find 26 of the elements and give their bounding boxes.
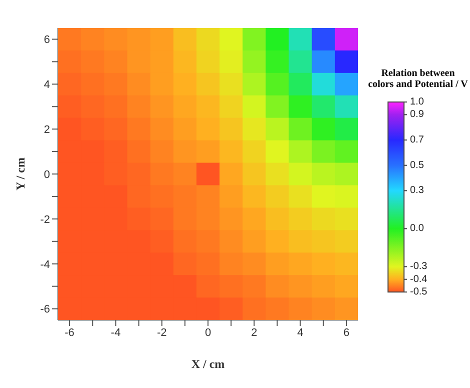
x-axis-title: X / cm [191, 357, 225, 371]
x-tick-label: -6 [64, 326, 74, 339]
y-tick-label: 2 [44, 124, 50, 136]
y-tick-label: 4 [44, 79, 50, 92]
color-bar-label: 1.0 [410, 96, 424, 108]
x-tick-label: 2 [251, 326, 258, 339]
x-tick-label: 0 [204, 326, 212, 339]
color-bar-label: -0.4 [410, 274, 428, 285]
y-tick-label: -6 [40, 304, 50, 316]
color-bar-label: -0.5 [410, 286, 428, 298]
y-axis-title: Y / cm [13, 158, 28, 190]
x-tick-label: -4 [110, 326, 121, 339]
y-tick-label: -2 [40, 214, 50, 226]
x-tick-label: 6 [343, 326, 350, 339]
color-bar-label: 0.3 [410, 185, 424, 196]
color-bar-label: -0.3 [410, 261, 428, 272]
y-tick-label: 6 [44, 34, 50, 46]
x-tick-label: 4 [297, 326, 304, 339]
color-bar-label: 0.0 [410, 223, 424, 234]
color-bar-title: Relation between colors and Potential / V [368, 68, 468, 90]
color-bar-label: 0.9 [410, 109, 424, 120]
y-tick-label: 0 [44, 168, 50, 181]
x-tick-label: -2 [156, 326, 167, 339]
y-tick-label: -4 [40, 258, 50, 271]
color-bar-label: 0.5 [410, 160, 424, 171]
color-bar-label: 0.7 [410, 134, 424, 146]
